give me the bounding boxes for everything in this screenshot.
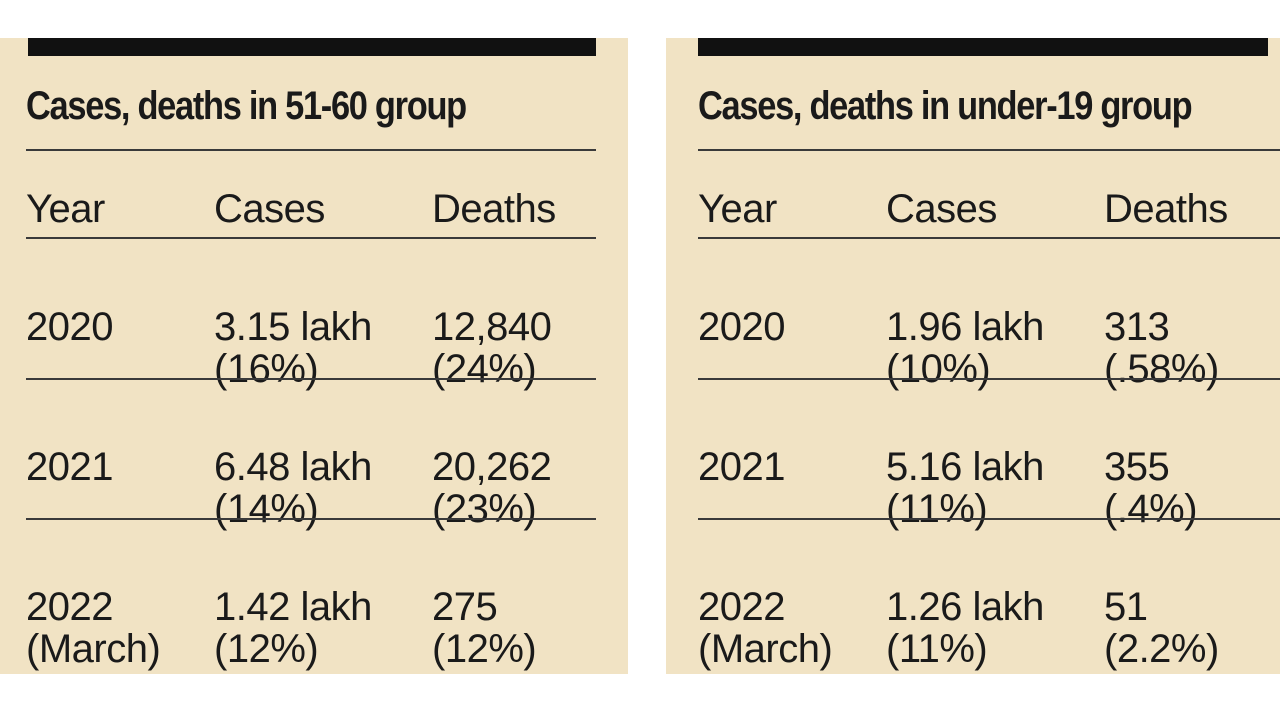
divider	[26, 237, 596, 239]
column-header-cases: Cases	[886, 187, 997, 231]
table-content: Cases, deaths in under-19 group Year Cas…	[698, 38, 1280, 674]
column-header-year: Year	[698, 187, 777, 231]
cell-year: 2020	[698, 305, 785, 349]
divider	[26, 149, 596, 151]
column-header-year: Year	[26, 187, 105, 231]
divider	[26, 378, 596, 380]
table-title: Cases, deaths in 51-60 group	[26, 84, 467, 128]
cell-deaths: 313 (.58%)	[1104, 305, 1219, 391]
cell-deaths: 51 (2.2%)	[1104, 585, 1219, 671]
cell-deaths: 20,262 (23%)	[432, 445, 552, 531]
cell-deaths: 12,840 (24%)	[432, 305, 552, 391]
cell-year: 2020	[26, 305, 113, 349]
cell-deaths: 275 (12%)	[432, 585, 537, 671]
table-title: Cases, deaths in under-19 group	[698, 84, 1193, 128]
table-panel-under-19: Cases, deaths in under-19 group Year Cas…	[666, 38, 1280, 674]
table-panel-51-60: Cases, deaths in 51-60 group Year Cases …	[0, 38, 628, 674]
cell-year: 2022 (March)	[26, 585, 161, 671]
cell-year: 2022 (March)	[698, 585, 833, 671]
divider	[698, 237, 1280, 239]
divider	[698, 378, 1280, 380]
header-bar	[698, 38, 1268, 56]
table-content: Cases, deaths in 51-60 group Year Cases …	[26, 38, 596, 674]
divider	[26, 518, 596, 520]
header-bar	[28, 38, 596, 56]
cell-cases: 5.16 lakh (11%)	[886, 445, 1044, 531]
cell-cases: 1.26 lakh (11%)	[886, 585, 1044, 671]
cell-year: 2021	[698, 445, 785, 489]
divider	[698, 518, 1280, 520]
cell-cases: 1.96 lakh (10%)	[886, 305, 1044, 391]
cell-deaths: 355 (.4%)	[1104, 445, 1198, 531]
cell-cases: 3.15 lakh (16%)	[214, 305, 372, 391]
cell-cases: 1.42 lakh (12%)	[214, 585, 372, 671]
column-header-deaths: Deaths	[1104, 187, 1228, 231]
column-header-cases: Cases	[214, 187, 325, 231]
divider	[698, 149, 1280, 151]
cell-year: 2021	[26, 445, 113, 489]
column-header-deaths: Deaths	[432, 187, 556, 231]
cell-cases: 6.48 lakh (14%)	[214, 445, 372, 531]
